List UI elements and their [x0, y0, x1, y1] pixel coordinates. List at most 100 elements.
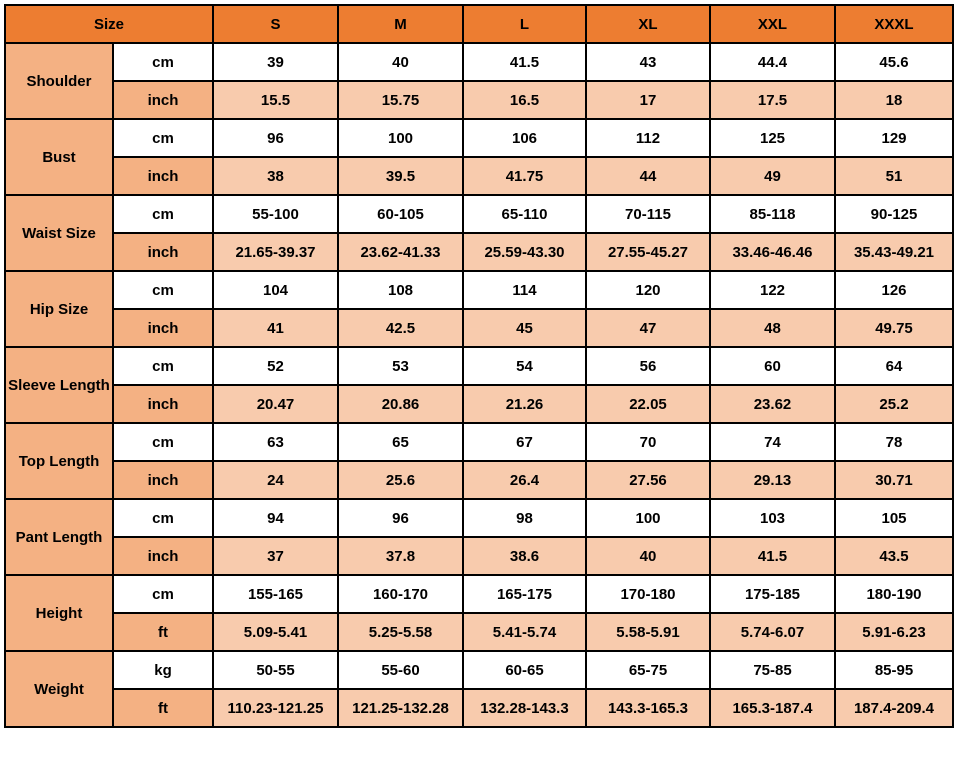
value-cell: 30.71	[834, 460, 954, 500]
measurement-label: Hip Size	[4, 270, 114, 348]
unit-label: inch	[112, 232, 214, 272]
value-cell: 64	[834, 346, 954, 386]
header-row: Size S M L XL XXL XXXL	[4, 4, 954, 44]
value-cell: 21.26	[462, 384, 587, 424]
value-cell: 20.47	[212, 384, 339, 424]
value-cell: 40	[337, 42, 464, 82]
value-cell: 25.2	[834, 384, 954, 424]
value-cell: 125	[709, 118, 836, 158]
value-cell: 15.5	[212, 80, 339, 120]
value-cell: 38.6	[462, 536, 587, 576]
table-row: Shoulder cm 39 40 41.5 43 44.4 45.6	[4, 42, 954, 120]
value-cell: 56	[585, 346, 711, 386]
value-cell: 17	[585, 80, 711, 120]
value-cell: 40	[585, 536, 711, 576]
value-cell: 17.5	[709, 80, 836, 120]
value-cell: 143.3-165.3	[585, 688, 711, 728]
measurement-label: Sleeve Length	[4, 346, 114, 424]
value-cell: 90-125	[834, 194, 954, 234]
value-cell: 50-55	[212, 650, 339, 690]
value-cell: 85-95	[834, 650, 954, 690]
size-header: Size	[4, 4, 214, 44]
value-cell: 41.5	[709, 536, 836, 576]
table-row: Height cm 155-165 160-170 165-175 170-180 175-…	[4, 574, 954, 652]
value-cell: 38	[212, 156, 339, 196]
value-cell: 25.59-43.30	[462, 232, 587, 272]
value-cell: 29.13	[709, 460, 836, 500]
value-cell: 22.05	[585, 384, 711, 424]
value-cell: 126	[834, 270, 954, 310]
value-cell: 60-65	[462, 650, 587, 690]
value-cell: 27.56	[585, 460, 711, 500]
measurement-label: Shoulder	[4, 42, 114, 120]
table-row: Hip Size cm 104 108 114 120 122 126	[4, 270, 954, 348]
table-row: inch 41 42.5 45 47 48 49.75	[5, 308, 954, 348]
value-cell: 175-185	[709, 574, 836, 614]
value-cell: 47	[585, 308, 711, 348]
value-cell: 39.5	[337, 156, 464, 196]
table-row: inch 21.65-39.37 23.62-41.33 25.59-43.30 27.…	[5, 232, 954, 272]
value-cell: 20.86	[337, 384, 464, 424]
value-cell: 180-190	[834, 574, 954, 614]
value-cell: 160-170	[337, 574, 464, 614]
value-cell: 103	[709, 498, 836, 538]
value-cell: 15.75	[337, 80, 464, 120]
value-cell: 5.25-5.58	[337, 612, 464, 652]
value-cell: 165.3-187.4	[709, 688, 836, 728]
measurement-label: Waist Size	[4, 194, 114, 272]
value-cell: 114	[462, 270, 587, 310]
unit-label: inch	[112, 460, 214, 500]
value-cell: 33.46-46.46	[709, 232, 836, 272]
value-cell: 42.5	[337, 308, 464, 348]
value-cell: 45.6	[834, 42, 954, 82]
value-cell: 121.25-132.28	[337, 688, 464, 728]
measurement-label: Weight	[4, 650, 114, 728]
value-cell: 85-118	[709, 194, 836, 234]
unit-label: inch	[112, 156, 214, 196]
value-cell: 39	[212, 42, 339, 82]
value-cell: 16.5	[462, 80, 587, 120]
table-row: inch 37 37.8 38.6 40 41.5 43.5	[5, 536, 954, 576]
value-cell: 122	[709, 270, 836, 310]
unit-label: inch	[112, 536, 214, 576]
value-cell: 21.65-39.37	[212, 232, 339, 272]
value-cell: 55-60	[337, 650, 464, 690]
table-row: Weight kg 50-55 55-60 60-65 65-75 75-85 85-95	[4, 650, 954, 728]
value-cell: 65-110	[462, 194, 587, 234]
value-cell: 44.4	[709, 42, 836, 82]
value-cell: 108	[337, 270, 464, 310]
value-cell: 27.55-45.27	[585, 232, 711, 272]
value-cell: 98	[462, 498, 587, 538]
value-cell: 132.28-143.3	[462, 688, 587, 728]
size-column-header: XL	[585, 4, 711, 44]
table-row: ft 110.23-121.25 121.25-132.28 132.28-143.3…	[5, 688, 954, 728]
measurement-label: Bust	[4, 118, 114, 196]
table-row: Waist Size cm 55-100 60-105 65-110 70-115 85-1…	[4, 194, 954, 272]
table-row: inch 15.5 15.75 16.5 17 17.5 18	[5, 80, 954, 120]
value-cell: 60	[709, 346, 836, 386]
value-cell: 100	[337, 118, 464, 158]
size-chart-table: Size S M L XL XXL XXXL Shoulder cm 39 40 41.5 43 44.4…	[4, 4, 954, 728]
unit-label: cm	[112, 270, 214, 310]
value-cell: 5.91-6.23	[834, 612, 954, 652]
size-column-header: S	[212, 4, 339, 44]
value-cell: 23.62-41.33	[337, 232, 464, 272]
size-column-header: XXXL	[834, 4, 954, 44]
value-cell: 25.6	[337, 460, 464, 500]
value-cell: 41.75	[462, 156, 587, 196]
value-cell: 44	[585, 156, 711, 196]
value-cell: 106	[462, 118, 587, 158]
value-cell: 170-180	[585, 574, 711, 614]
value-cell: 100	[585, 498, 711, 538]
value-cell: 26.4	[462, 460, 587, 500]
value-cell: 165-175	[462, 574, 587, 614]
table-row: inch 38 39.5 41.75 44 49 51	[5, 156, 954, 196]
value-cell: 37	[212, 536, 339, 576]
value-cell: 51	[834, 156, 954, 196]
value-cell: 110.23-121.25	[212, 688, 339, 728]
unit-label: cm	[112, 118, 214, 158]
value-cell: 65-75	[585, 650, 711, 690]
value-cell: 5.41-5.74	[462, 612, 587, 652]
value-cell: 5.74-6.07	[709, 612, 836, 652]
value-cell: 41	[212, 308, 339, 348]
